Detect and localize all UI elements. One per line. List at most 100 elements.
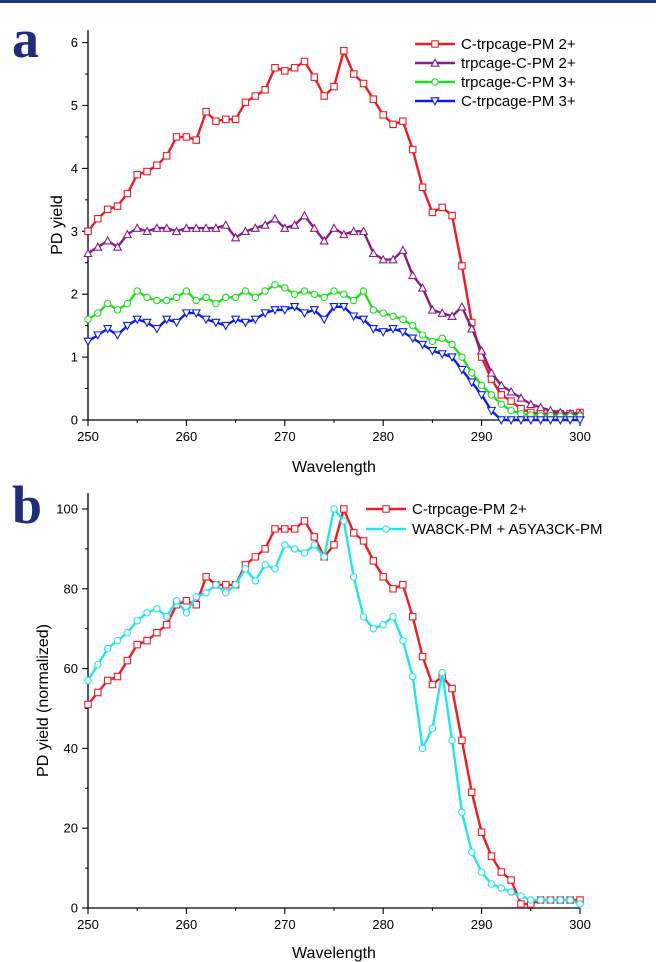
x-tick-label: 300 xyxy=(569,429,591,444)
data-point xyxy=(359,537,368,545)
data-point xyxy=(250,315,261,325)
data-point xyxy=(241,287,250,295)
data-point xyxy=(260,309,270,319)
series-1 xyxy=(83,210,585,418)
data-point xyxy=(251,92,260,100)
data-point xyxy=(132,223,142,232)
legend-swatch-marker xyxy=(382,505,390,513)
data-point xyxy=(359,612,368,621)
data-point xyxy=(457,301,467,311)
data-point xyxy=(300,549,309,557)
data-point xyxy=(476,345,487,355)
data-point xyxy=(349,529,358,537)
data-point xyxy=(330,82,338,91)
data-point xyxy=(113,636,122,645)
series-line xyxy=(86,507,581,906)
data-point xyxy=(162,296,171,305)
data-point xyxy=(437,308,447,317)
y-tick-label: 40 xyxy=(64,741,78,756)
data-point xyxy=(162,612,171,621)
data-point xyxy=(407,334,418,344)
data-point xyxy=(399,117,407,125)
data-point xyxy=(369,624,378,633)
data-point xyxy=(231,115,240,124)
data-point xyxy=(340,290,348,298)
data-point xyxy=(339,303,349,312)
y-tick-label: 20 xyxy=(64,821,78,836)
data-point xyxy=(447,353,457,363)
data-point xyxy=(418,183,427,192)
series-3 xyxy=(83,303,585,425)
data-point xyxy=(496,380,507,390)
data-point xyxy=(516,393,526,402)
y-tick-label: 4 xyxy=(71,161,78,176)
data-point xyxy=(418,652,427,661)
data-point xyxy=(388,254,398,264)
data-point xyxy=(497,868,506,876)
data-point xyxy=(565,416,575,425)
data-point xyxy=(191,223,201,232)
y-tick-label: 5 xyxy=(71,98,78,113)
x-tick-label: 280 xyxy=(372,917,394,932)
data-point xyxy=(290,525,299,533)
data-point xyxy=(407,270,418,280)
data-point xyxy=(399,315,407,324)
data-point xyxy=(84,315,92,324)
y-tick-label: 2 xyxy=(71,287,78,302)
data-point xyxy=(172,596,181,605)
data-point xyxy=(192,600,200,609)
data-point xyxy=(458,353,466,361)
legend-label: C-trpcage-PM 2+ xyxy=(412,501,527,518)
x-tick-label: 260 xyxy=(176,917,198,932)
data-point xyxy=(182,596,191,605)
data-point xyxy=(162,152,171,160)
data-point xyxy=(496,416,507,425)
data-point xyxy=(250,223,261,232)
y-tick-label: 6 xyxy=(71,35,78,50)
legend-swatch-marker xyxy=(431,40,439,48)
data-point xyxy=(378,328,388,337)
data-point xyxy=(162,620,171,629)
data-point xyxy=(289,220,300,229)
data-point xyxy=(389,312,397,320)
data-point xyxy=(458,262,466,270)
chart-panel-0: 250 260 270 280 290 300 0 1 2 3 4 5 6 Wavelength PD yi… xyxy=(49,30,591,476)
data-point xyxy=(290,290,299,298)
data-point xyxy=(428,337,437,346)
data-point xyxy=(281,284,289,292)
data-point xyxy=(103,644,112,653)
data-point xyxy=(310,541,319,549)
data-point xyxy=(102,235,113,245)
legend-label: C-trpcage-PM 3+ xyxy=(461,93,576,110)
data-point xyxy=(133,170,141,179)
data-point xyxy=(83,337,93,347)
data-point xyxy=(389,120,397,129)
data-point xyxy=(192,136,200,144)
data-point xyxy=(261,561,269,569)
data-point xyxy=(142,318,152,328)
data-point xyxy=(378,254,388,264)
data-point xyxy=(182,133,191,141)
legend-label: trpcage-C-PM 2+ xyxy=(461,55,576,72)
data-point xyxy=(251,577,260,585)
series-2 xyxy=(84,281,584,420)
data-point xyxy=(358,315,369,325)
data-point xyxy=(191,309,201,319)
data-point xyxy=(458,808,466,816)
legend-label: WA8CK-PM + A5YA3CK-PM xyxy=(412,521,602,538)
data-point xyxy=(192,592,200,601)
data-point xyxy=(497,400,506,409)
data-point xyxy=(486,367,497,377)
data-point xyxy=(83,248,93,258)
data-point xyxy=(211,223,221,232)
series-1 xyxy=(84,505,584,908)
y-tick-label: 1 xyxy=(71,350,78,365)
data-point xyxy=(348,226,359,236)
data-point xyxy=(517,900,525,908)
data-point xyxy=(202,573,210,581)
data-point xyxy=(260,220,270,229)
x-tick-label: 270 xyxy=(274,917,296,932)
data-point xyxy=(527,896,535,904)
data-point xyxy=(103,299,112,308)
data-point xyxy=(153,604,161,613)
